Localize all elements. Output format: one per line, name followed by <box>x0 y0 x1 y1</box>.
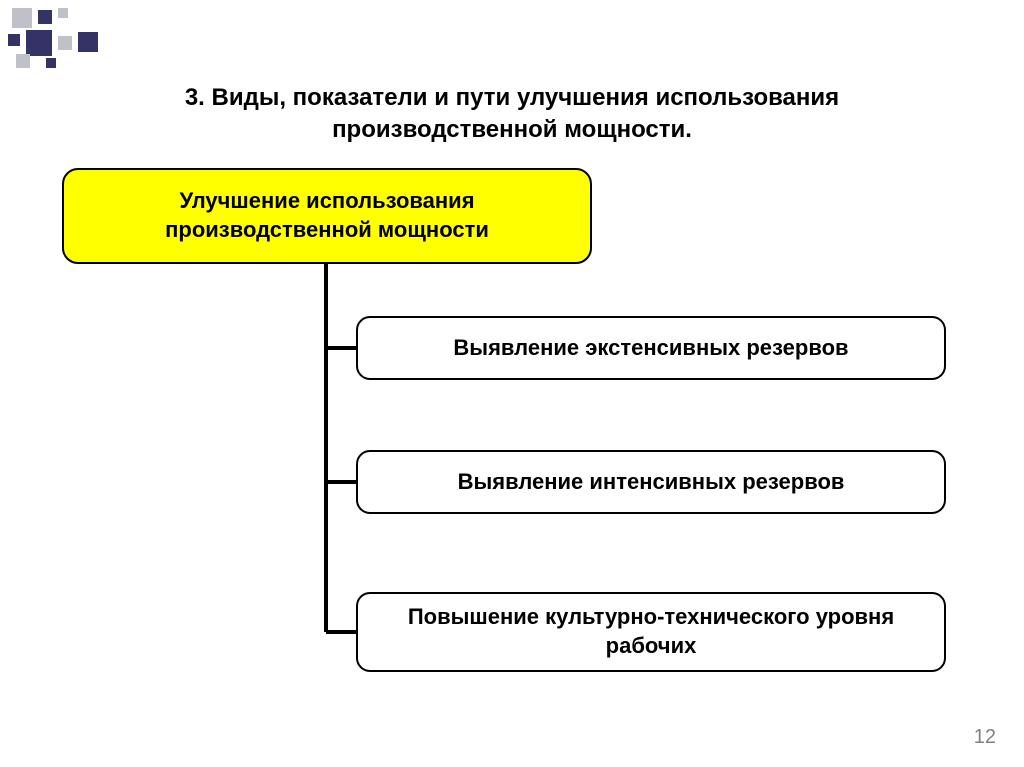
page-number-value: 12 <box>974 726 996 748</box>
child-node-2-label: Выявление интенсивных резервов <box>458 468 845 497</box>
page-number: 12 <box>974 726 996 749</box>
child-node-2: Выявление интенсивных резервов <box>356 450 946 514</box>
child-node-1-label: Выявление экстенсивных резервов <box>453 334 848 363</box>
child-node-3: Повышение культурно-технического уровня … <box>356 592 946 672</box>
child-node-1: Выявление экстенсивных резервов <box>356 316 946 380</box>
child-node-3-label: Повышение культурно-технического уровня … <box>378 603 924 660</box>
